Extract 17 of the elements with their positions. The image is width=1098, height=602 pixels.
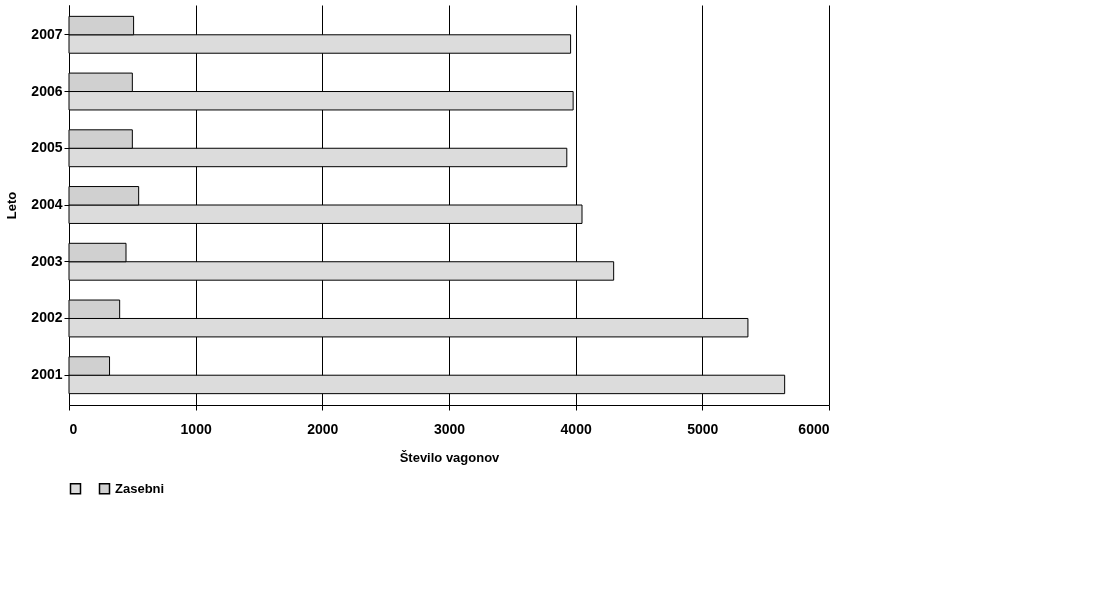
y-tick-label: 2004: [31, 196, 63, 212]
legend-label: Zasebni: [115, 480, 165, 496]
x-tick-label: 1000: [180, 420, 212, 437]
x-tick-label: 4000: [560, 420, 592, 437]
x-tick-label: 3000: [433, 420, 466, 437]
x-tick-label: 5000: [687, 420, 719, 437]
x-axis-title: Število vagonov: [399, 449, 501, 465]
y-axis-title: Leto: [4, 191, 20, 220]
y-tick-label: 2003: [31, 252, 63, 269]
y-tick-label: 2002: [31, 309, 63, 326]
x-tick-label: 2000: [307, 420, 339, 437]
y-tick-label: 2006: [31, 82, 63, 99]
y-tick-label: 2007: [31, 25, 63, 42]
x-tick-label: 0: [69, 420, 78, 437]
x-tick-label: 6000: [798, 420, 830, 437]
y-tick-label: 2001: [31, 366, 63, 383]
y-tick-label: 2005: [31, 139, 63, 156]
